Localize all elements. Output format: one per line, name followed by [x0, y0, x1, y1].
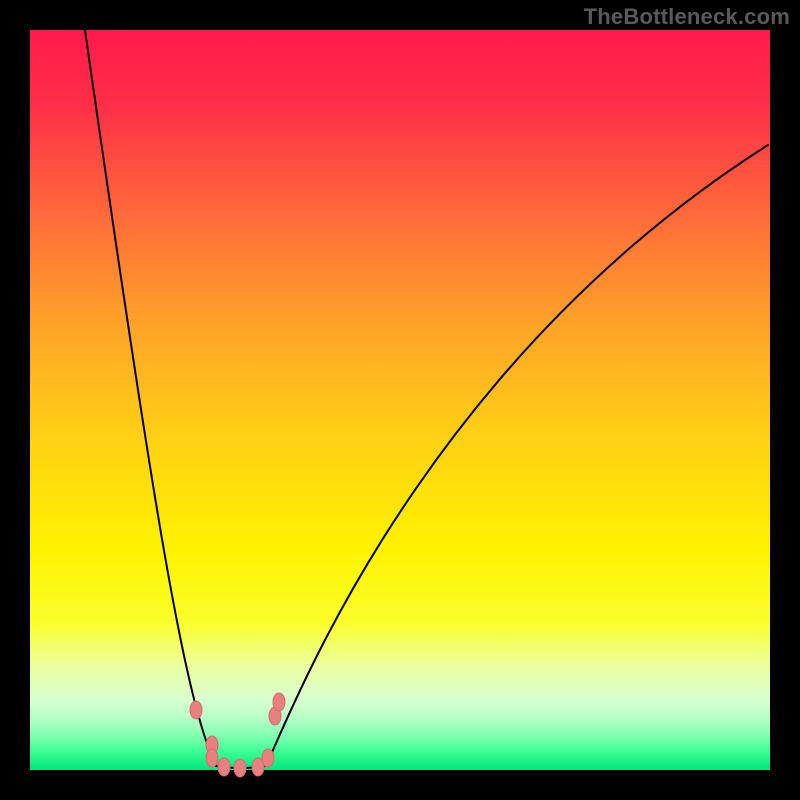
- watermark-text: TheBottleneck.com: [584, 4, 790, 30]
- chart-frame: TheBottleneck.com: [0, 0, 800, 800]
- bottleneck-chart: [0, 0, 800, 800]
